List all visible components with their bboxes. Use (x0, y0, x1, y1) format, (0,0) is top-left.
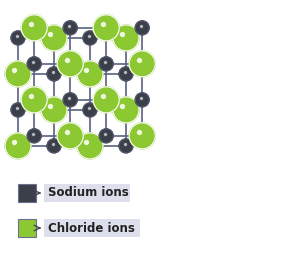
Circle shape (27, 129, 41, 143)
Circle shape (57, 51, 83, 77)
Circle shape (93, 87, 119, 113)
Circle shape (63, 21, 77, 35)
Circle shape (41, 97, 67, 123)
Circle shape (21, 15, 47, 41)
Circle shape (113, 97, 139, 123)
Circle shape (47, 139, 61, 153)
Circle shape (57, 123, 83, 149)
Circle shape (11, 31, 25, 45)
Circle shape (63, 93, 77, 107)
Circle shape (47, 67, 61, 81)
FancyBboxPatch shape (18, 184, 36, 202)
Circle shape (77, 133, 103, 159)
Circle shape (99, 129, 113, 143)
Circle shape (129, 123, 155, 149)
Circle shape (119, 67, 133, 81)
Circle shape (129, 51, 155, 77)
Circle shape (119, 139, 133, 153)
Circle shape (113, 25, 139, 51)
Circle shape (135, 93, 149, 107)
Text: Chloride ions: Chloride ions (48, 221, 135, 234)
Circle shape (83, 31, 97, 45)
Circle shape (11, 103, 25, 117)
FancyBboxPatch shape (44, 219, 140, 237)
Circle shape (93, 15, 119, 41)
Circle shape (83, 103, 97, 117)
FancyBboxPatch shape (44, 184, 130, 202)
Text: Sodium ions: Sodium ions (48, 187, 129, 199)
Circle shape (5, 133, 31, 159)
Circle shape (77, 61, 103, 87)
Circle shape (135, 21, 149, 35)
Circle shape (21, 87, 47, 113)
FancyBboxPatch shape (18, 219, 36, 237)
Circle shape (41, 25, 67, 51)
Circle shape (27, 57, 41, 71)
Circle shape (5, 61, 31, 87)
Circle shape (99, 57, 113, 71)
